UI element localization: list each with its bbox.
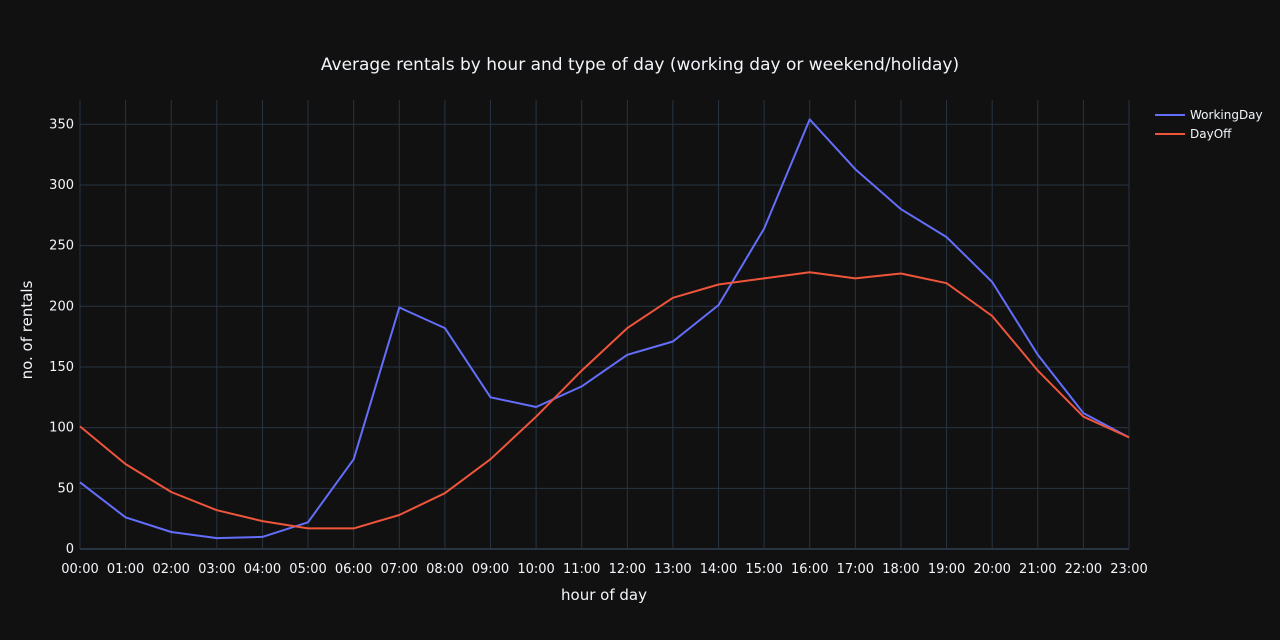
x-tick-label: 08:00 — [426, 562, 463, 577]
x-tick-label: 23:00 — [1110, 562, 1147, 577]
y-tick-label: 200 — [49, 299, 74, 314]
y-tick-label: 50 — [57, 481, 74, 496]
legend-label: DayOff — [1190, 127, 1232, 141]
series-line-workingday[interactable] — [79, 118, 1130, 540]
x-tick-label: 03:00 — [198, 562, 235, 577]
x-tick-label: 12:00 — [609, 562, 646, 577]
x-tick-label: 19:00 — [928, 562, 965, 577]
x-tick-label: 14:00 — [700, 562, 737, 577]
x-tick-label: 02:00 — [152, 562, 189, 577]
x-tick-label: 22:00 — [1065, 562, 1102, 577]
legend-item-dayoff[interactable]: DayOff — [1155, 127, 1232, 141]
legend[interactable]: WorkingDay DayOff — [1155, 108, 1263, 141]
y-axis-title: no. of rentals — [18, 280, 36, 379]
x-tick-label: 11:00 — [563, 562, 600, 577]
y-tick-label: 100 — [49, 421, 74, 436]
x-tick-label: 04:00 — [244, 562, 281, 577]
x-tick-label: 01:00 — [107, 562, 144, 577]
legend-label: WorkingDay — [1190, 108, 1263, 122]
x-tick-label: 21:00 — [1019, 562, 1056, 577]
x-tick-label: 20:00 — [973, 562, 1010, 577]
x-tick-label: 00:00 — [61, 562, 98, 577]
x-tick-label: 05:00 — [289, 562, 326, 577]
y-tick-label: 0 — [66, 542, 74, 557]
x-axis: 00:00 01:00 02:00 03:00 04:00 05:00 06:00 07:00… — [61, 562, 1147, 577]
y-axis: 0 50 100 150 200 250 300 350 — [49, 117, 74, 557]
x-tick-label: 10:00 — [517, 562, 554, 577]
y-tick-label: 350 — [49, 117, 74, 132]
x-tick-label: 18:00 — [882, 562, 919, 577]
legend-item-workingday[interactable]: WorkingDay — [1155, 108, 1263, 122]
x-tick-label: 15:00 — [745, 562, 782, 577]
chart-title: Average rentals by hour and type of day … — [321, 55, 959, 75]
x-tick-label: 16:00 — [791, 562, 828, 577]
x-tick-label: 09:00 — [472, 562, 509, 577]
y-tick-label: 250 — [49, 239, 74, 254]
series-line-dayoff[interactable] — [79, 271, 1130, 530]
x-axis-title: hour of day — [561, 586, 647, 604]
x-tick-label: 17:00 — [837, 562, 874, 577]
x-tick-label: 07:00 — [381, 562, 418, 577]
y-tick-label: 300 — [49, 178, 74, 193]
x-tick-label: 13:00 — [654, 562, 691, 577]
plot-area — [79, 118, 1130, 540]
grid — [79, 100, 1130, 550]
y-tick-label: 150 — [49, 360, 74, 375]
x-tick-label: 06:00 — [335, 562, 372, 577]
